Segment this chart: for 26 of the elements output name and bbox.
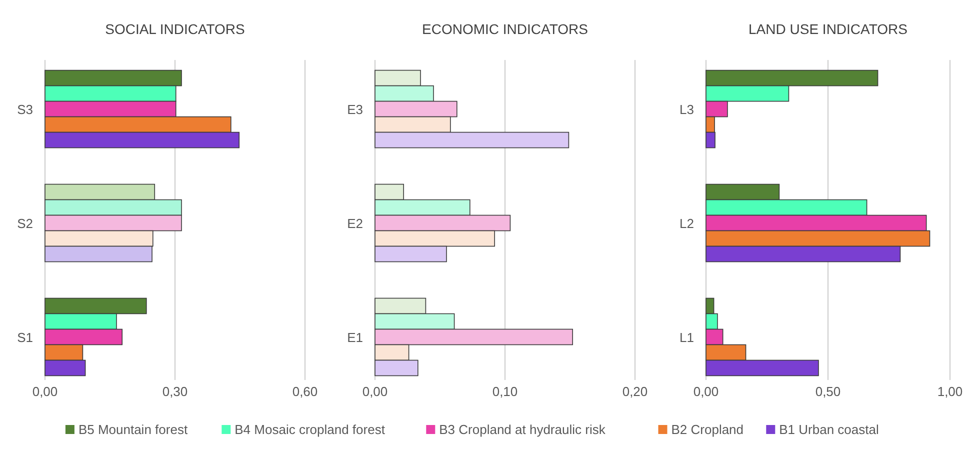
legend-label: B4 Mosaic cropland forest xyxy=(234,422,386,437)
legend-label: B5 Mountain forest xyxy=(78,422,188,437)
y-tick-label: L3 xyxy=(680,102,694,118)
chart-title: ECONOMIC INDICATORS xyxy=(422,21,588,37)
legend-label: B3 Cropland at hydraulic risk xyxy=(439,422,606,437)
y-tick-label: E2 xyxy=(347,216,363,231)
chart-title: LAND USE INDICATORS xyxy=(748,21,908,37)
y-tick-label: S2 xyxy=(17,216,33,231)
y-tick-label: E3 xyxy=(347,102,363,118)
y-tick-label: S3 xyxy=(17,102,33,118)
x-tick-label: 0,30 xyxy=(162,384,188,399)
y-tick-label: L1 xyxy=(680,330,694,345)
x-tick-label: 0,60 xyxy=(292,384,318,399)
y-tick-label: S1 xyxy=(17,330,33,345)
legend-label: B1 Urban coastal xyxy=(779,422,879,437)
x-tick-label: 0,50 xyxy=(815,384,841,399)
x-tick-label: 0,00 xyxy=(693,384,719,399)
legend-label: B2 Cropland xyxy=(671,422,744,437)
x-tick-label: 1,00 xyxy=(937,384,963,399)
x-tick-label: 0,00 xyxy=(32,384,58,399)
y-tick-label: E1 xyxy=(347,330,363,345)
x-tick-label: 0,10 xyxy=(492,384,518,399)
chart-title: SOCIAL INDICATORS xyxy=(105,21,245,37)
y-tick-label: L2 xyxy=(680,216,694,231)
x-tick-label: 0,20 xyxy=(622,384,648,399)
x-tick-label: 0,00 xyxy=(362,384,388,399)
